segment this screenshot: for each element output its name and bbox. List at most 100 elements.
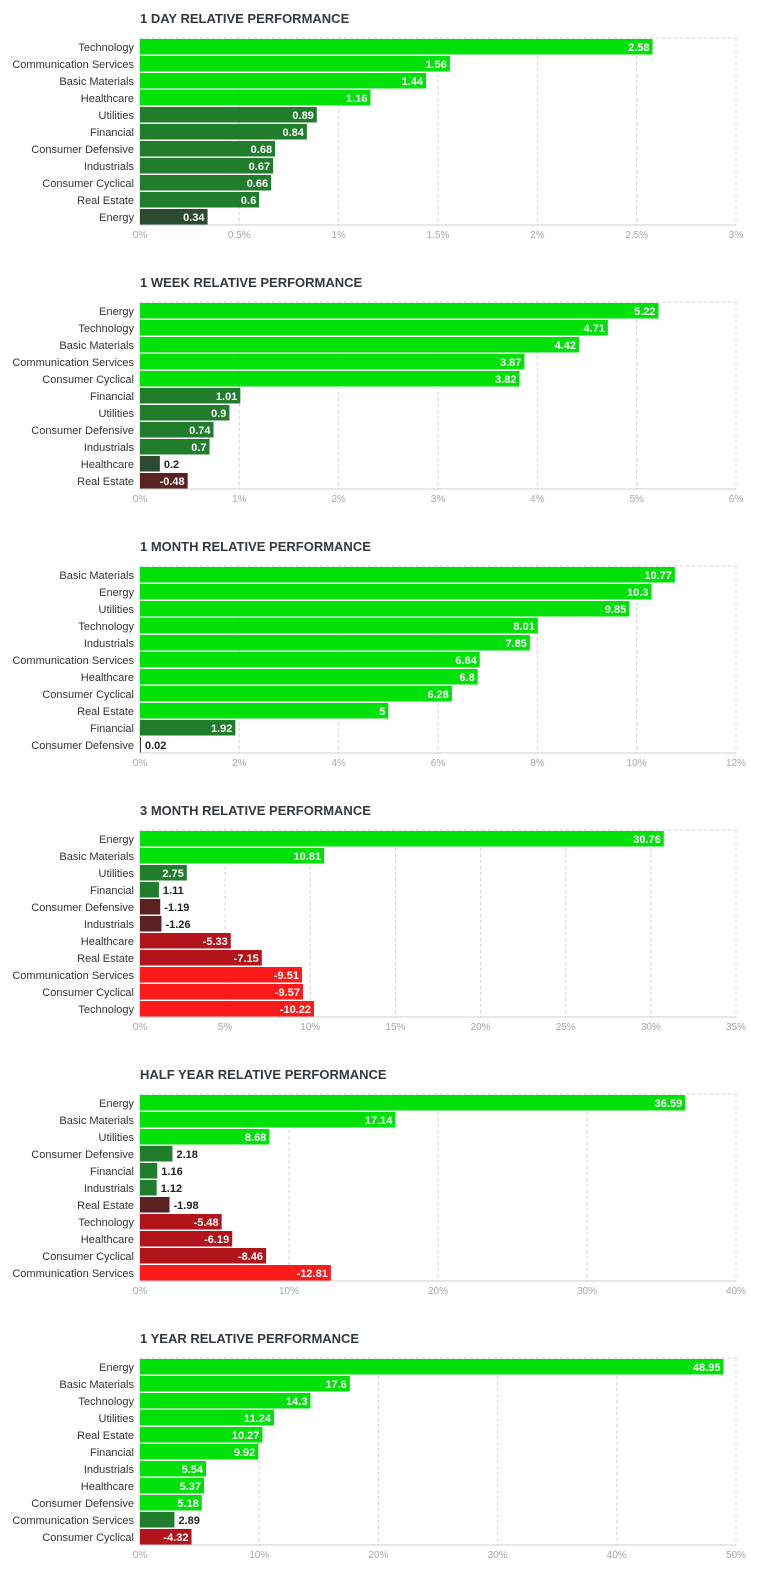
bar — [140, 950, 262, 966]
category-label: Energy — [99, 587, 134, 599]
x-tick-label: 6% — [729, 494, 744, 505]
value-label: -0.48 — [160, 476, 185, 488]
bar — [140, 439, 210, 455]
x-tick-label: 6% — [431, 758, 446, 769]
category-label: Consumer Defensive — [31, 1498, 134, 1510]
category-label: Utilities — [99, 408, 135, 420]
bar — [140, 848, 325, 864]
category-label: Communication Services — [12, 1268, 134, 1280]
category-label: Technology — [78, 1217, 134, 1229]
category-label: Consumer Defensive — [31, 740, 134, 752]
category-label: Consumer Defensive — [31, 425, 134, 437]
value-label: 0.66 — [247, 178, 268, 190]
bar — [140, 141, 276, 157]
bar — [140, 1376, 350, 1392]
value-label: 5.22 — [634, 306, 655, 318]
x-tick-label: 10% — [279, 1286, 299, 1297]
value-label: 1.11 — [163, 885, 184, 897]
bar — [140, 984, 303, 1000]
bar — [140, 584, 652, 600]
category-label: Communication Services — [12, 357, 134, 369]
value-label: -1.26 — [165, 919, 190, 931]
value-label: 0.2 — [164, 459, 179, 471]
bar — [140, 1163, 158, 1179]
category-label: Technology — [78, 323, 134, 335]
value-label: 4.71 — [583, 323, 604, 335]
x-tick-label: 20% — [368, 1550, 388, 1561]
category-label: Energy — [99, 1362, 134, 1374]
value-label: 10.27 — [232, 1430, 260, 1442]
value-label: 1.16 — [161, 1166, 182, 1178]
value-label: 1.12 — [161, 1183, 182, 1195]
category-label: Financial — [90, 1166, 134, 1178]
x-tick-label: 10% — [627, 758, 647, 769]
x-tick-label: 5% — [629, 494, 644, 505]
value-label: 5.54 — [182, 1464, 204, 1476]
x-tick-label: 8% — [530, 758, 545, 769]
value-label: 48.95 — [693, 1362, 721, 1374]
value-label: 36.59 — [655, 1098, 683, 1110]
value-label: 1.56 — [425, 59, 446, 71]
value-label: 0.02 — [145, 740, 166, 752]
value-label: 0.74 — [189, 425, 211, 437]
x-tick-label: 3% — [729, 230, 744, 241]
bar — [140, 737, 141, 753]
bar — [140, 337, 580, 353]
bar — [140, 124, 307, 140]
value-label: 14.3 — [286, 1396, 307, 1408]
category-label: Healthcare — [81, 93, 134, 105]
category-label: Industrials — [84, 442, 135, 454]
bar — [140, 1231, 233, 1247]
value-label: -1.98 — [174, 1200, 199, 1212]
x-tick-label: 20% — [428, 1286, 448, 1297]
category-label: Financial — [90, 391, 134, 403]
category-label: Healthcare — [81, 936, 134, 948]
value-label: 1.44 — [402, 76, 424, 88]
bar — [140, 39, 653, 55]
value-label: -5.33 — [203, 936, 228, 948]
bar — [140, 422, 214, 438]
panel-half-year: HALF YEAR RELATIVE PERFORMANCE 0% 10% 20% 3… — [0, 1056, 767, 1320]
value-label: 9.85 — [605, 604, 626, 616]
category-label: Industrials — [84, 638, 135, 650]
bar — [140, 1512, 175, 1528]
x-tick-label: 30% — [488, 1550, 508, 1561]
bar — [140, 1529, 192, 1545]
bar — [140, 1410, 274, 1426]
category-label: Financial — [90, 723, 134, 735]
panel-1-month: 1 MONTH RELATIVE PERFORMANCE 0% 2% 4% 6% 8% 1… — [0, 528, 767, 792]
value-label: 2.89 — [178, 1515, 199, 1527]
chart-title: 1 YEAR RELATIVE PERFORMANCE — [140, 1331, 360, 1346]
value-label: 0.6 — [241, 195, 256, 207]
category-label: Communication Services — [12, 970, 134, 982]
category-label: Consumer Defensive — [31, 902, 134, 914]
bar — [140, 1495, 202, 1511]
x-tick-label: 0% — [133, 758, 148, 769]
bar — [140, 652, 480, 668]
bar — [140, 635, 530, 651]
category-label: Energy — [99, 1098, 134, 1110]
bar — [140, 1112, 396, 1128]
value-label: 0.9 — [211, 408, 226, 420]
value-label: 10.3 — [627, 587, 648, 599]
x-tick-label: 2% — [331, 494, 346, 505]
bar — [140, 354, 525, 370]
chart-title: HALF YEAR RELATIVE PERFORMANCE — [140, 1067, 387, 1082]
value-label: 6.84 — [455, 655, 477, 667]
value-label: 10.81 — [294, 851, 322, 863]
bar — [140, 899, 161, 915]
bar — [140, 73, 427, 89]
bar — [140, 1427, 263, 1443]
x-tick-label: 10% — [300, 1022, 320, 1033]
category-label: Industrials — [84, 919, 135, 931]
category-label: Healthcare — [81, 1481, 134, 1493]
value-label: -9.57 — [275, 987, 300, 999]
category-label: Real Estate — [77, 706, 134, 718]
bar — [140, 1180, 157, 1196]
bar — [140, 1095, 686, 1111]
value-label: 3.87 — [500, 357, 521, 369]
category-label: Consumer Defensive — [31, 1149, 134, 1161]
value-label: 30.76 — [633, 834, 661, 846]
x-tick-label: 2% — [530, 230, 545, 241]
category-label: Consumer Cyclical — [42, 1251, 134, 1263]
